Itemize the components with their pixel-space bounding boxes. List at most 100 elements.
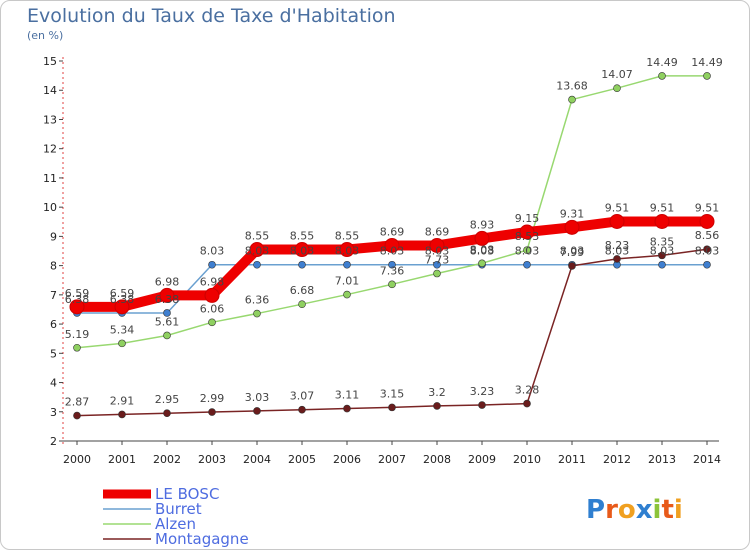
y-tick-label: 6 — [50, 318, 57, 331]
data-point — [208, 260, 216, 269]
data-point — [658, 251, 666, 260]
data-point — [163, 309, 171, 317]
chart-title: Evolution du Taux de Taxe d'Habitation — [27, 5, 396, 27]
data-label: 6.68 — [290, 284, 315, 297]
data-point — [658, 260, 666, 269]
y-tick-label: 14 — [43, 84, 57, 97]
data-label: 6.98 — [155, 275, 180, 288]
data-label: 8.56 — [695, 229, 720, 242]
data-point — [613, 255, 621, 263]
y-tick-label: 12 — [43, 143, 57, 156]
data-point — [339, 242, 355, 258]
data-point — [69, 299, 85, 315]
y-tick-label: 13 — [43, 113, 57, 126]
logo: Proxiti — [586, 495, 683, 525]
data-label: 3.2 — [428, 386, 446, 399]
data-point — [388, 260, 396, 269]
data-point — [114, 299, 130, 315]
data-point — [523, 399, 531, 408]
data-point — [298, 260, 306, 269]
data-label: 8.03 — [605, 245, 630, 258]
data-point — [208, 408, 216, 416]
y-tick-label: 7 — [50, 289, 57, 302]
data-label: 8.03 — [245, 245, 270, 258]
x-tick-label: 2010 — [513, 453, 541, 466]
x-tick-label: 2008 — [423, 453, 451, 466]
data-point — [388, 280, 396, 289]
y-tick-label: 9 — [50, 230, 57, 243]
data-point — [523, 246, 531, 254]
data-point — [163, 409, 171, 418]
data-point — [478, 401, 486, 409]
data-label: 6.06 — [200, 302, 225, 315]
data-label: 14.49 — [691, 56, 723, 69]
data-label: 9.31 — [560, 207, 585, 220]
x-tick-label: 2009 — [468, 453, 496, 466]
data-label: 7.73 — [425, 254, 450, 267]
data-label: 8.03 — [335, 245, 360, 258]
x-tick-label: 2002 — [153, 453, 181, 466]
data-point — [118, 339, 126, 348]
data-point — [343, 290, 351, 299]
data-label: 7.99 — [560, 246, 585, 259]
data-point — [654, 213, 670, 229]
y-tick-label: 2 — [50, 435, 57, 448]
data-point — [253, 260, 261, 269]
data-label: 8.23 — [605, 239, 630, 252]
data-label: 3.23 — [470, 385, 495, 398]
data-point — [703, 245, 711, 254]
data-point — [298, 405, 306, 414]
y-tick-label: 5 — [50, 347, 57, 360]
data-point — [703, 72, 711, 80]
x-tick-label: 2007 — [378, 453, 406, 466]
data-point — [478, 259, 486, 268]
y-tick-label: 10 — [43, 201, 57, 214]
data-label: 6.98 — [200, 275, 225, 288]
data-label: 7.36 — [380, 264, 405, 277]
data-point — [564, 219, 580, 235]
x-tick-label: 2000 — [63, 453, 91, 466]
data-point — [474, 230, 490, 246]
x-tick-label: 2012 — [603, 453, 631, 466]
data-point — [388, 403, 396, 412]
data-label: 8.53 — [515, 230, 540, 243]
data-label: 8.55 — [335, 230, 360, 243]
data-point — [253, 309, 261, 318]
data-label: 6.36 — [245, 294, 270, 307]
data-point — [253, 407, 261, 415]
data-label: 2.91 — [110, 394, 135, 407]
data-point — [609, 213, 625, 229]
data-point — [118, 410, 126, 419]
y-tick-label: 8 — [50, 260, 57, 273]
data-point — [519, 224, 535, 240]
data-label: 8.69 — [425, 225, 450, 238]
x-tick-label: 2006 — [333, 453, 361, 466]
x-tick-label: 2004 — [243, 453, 271, 466]
legend-label: Alzen — [155, 515, 196, 533]
data-label: 8.03 — [650, 245, 675, 258]
data-label: 5.61 — [155, 315, 180, 328]
data-label: 3.15 — [380, 387, 405, 400]
data-point — [429, 237, 445, 253]
data-label: 8.55 — [290, 230, 315, 243]
data-point — [163, 331, 171, 340]
data-point — [658, 72, 666, 80]
data-label: 3.03 — [245, 391, 270, 404]
data-label: 8.93 — [470, 218, 495, 231]
data-label: 2.99 — [200, 392, 225, 405]
chart-subtitle: (en %) — [27, 29, 64, 42]
y-tick-label: 3 — [50, 406, 57, 419]
x-tick-label: 2014 — [693, 453, 721, 466]
data-label: 9.51 — [605, 201, 630, 214]
legend-label: LE BOSC — [155, 485, 219, 503]
data-label: 8.03 — [560, 245, 585, 258]
data-label: 8.03 — [290, 245, 315, 258]
x-tick-label: 2001 — [108, 453, 136, 466]
data-point — [249, 242, 265, 258]
data-point — [703, 260, 711, 269]
x-tick-label: 2005 — [288, 453, 316, 466]
data-point — [384, 237, 400, 253]
data-label: 8.08 — [470, 243, 495, 256]
data-label: 7.01 — [335, 275, 360, 288]
data-label: 3.11 — [335, 389, 360, 402]
